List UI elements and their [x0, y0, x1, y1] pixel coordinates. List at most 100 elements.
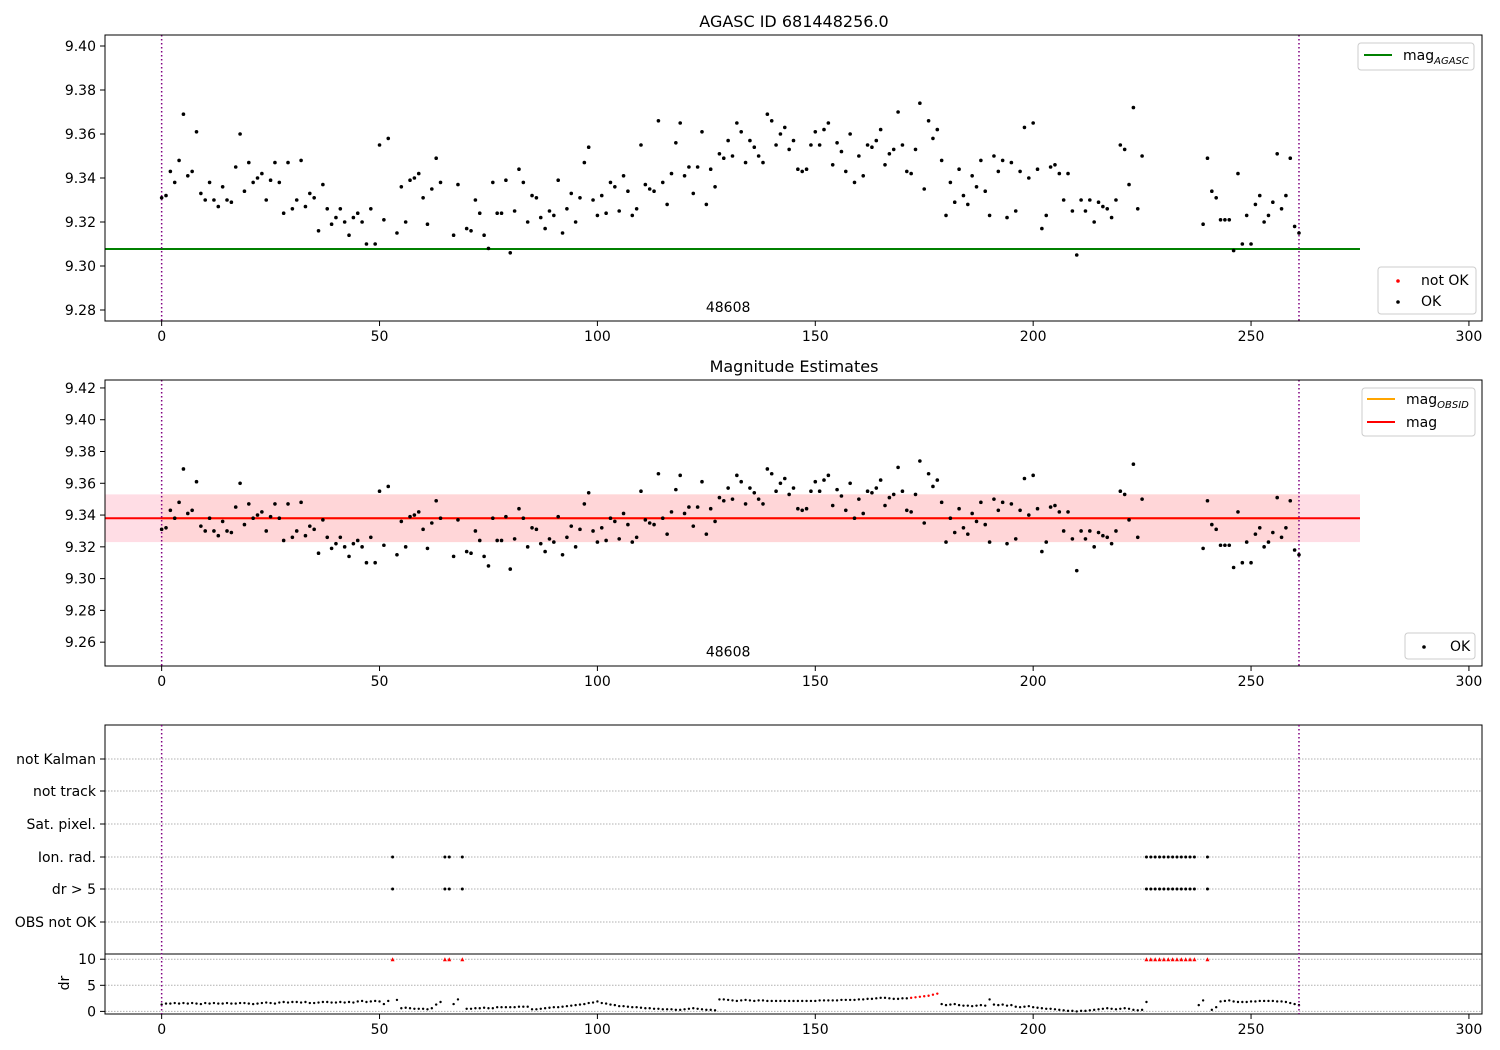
- dr-point: [792, 999, 795, 1003]
- ok-point: [678, 473, 683, 478]
- dr-point: [1062, 1009, 1065, 1012]
- dr-point: [975, 1004, 978, 1007]
- ok-point: [1101, 204, 1105, 209]
- ok-point: [369, 207, 373, 211]
- dr-point: [400, 1007, 403, 1010]
- ok-point: [948, 516, 953, 521]
- ok-point: [992, 497, 996, 501]
- dr-point: [984, 1004, 987, 1007]
- dr-point: [352, 1001, 355, 1004]
- dr-point: [700, 1008, 704, 1011]
- ok-point: [835, 487, 839, 492]
- ok-point: [294, 529, 299, 533]
- dr-point: [421, 1007, 425, 1010]
- ok-point: [669, 171, 674, 176]
- ok-point: [181, 467, 186, 471]
- dr-point: [343, 1001, 346, 1004]
- dr-point: [1245, 1000, 1248, 1004]
- dr-point: [378, 1000, 381, 1003]
- dr-point: [286, 1001, 290, 1004]
- ok-point: [979, 158, 983, 163]
- ok-point: [286, 502, 290, 506]
- dr-point: [465, 1007, 468, 1010]
- ok-point: [800, 508, 805, 513]
- dr-point: [862, 998, 865, 1001]
- ok-point: [430, 521, 434, 525]
- ok-point: [996, 508, 1001, 513]
- ok-point: [839, 149, 844, 154]
- legend-not-ok-marker: [1396, 279, 1400, 283]
- dr-point: [212, 1001, 216, 1005]
- dr-point: [1284, 1000, 1288, 1004]
- ok-point: [682, 174, 687, 178]
- dr-point: [674, 1008, 678, 1012]
- ok-point: [708, 506, 713, 511]
- legend-ok-label-2: OK: [1450, 639, 1471, 655]
- ok-point: [1227, 218, 1232, 222]
- ok-point: [626, 522, 630, 527]
- dr-point: [783, 999, 786, 1003]
- ok-point: [1131, 105, 1136, 110]
- ok-point: [312, 527, 316, 532]
- ok-point: [1013, 209, 1018, 213]
- ok-point: [674, 141, 678, 145]
- dr-point: [1201, 999, 1205, 1002]
- ok-point: [164, 193, 168, 198]
- dr-point: [953, 1002, 956, 1006]
- dr-point: [857, 998, 861, 1001]
- ok-point: [1249, 560, 1253, 565]
- ok-point: [225, 529, 229, 533]
- ok-point: [756, 154, 761, 158]
- ok-point: [1031, 121, 1035, 125]
- ok-point: [552, 213, 556, 218]
- ok-point: [944, 540, 948, 544]
- dr-point: [687, 1007, 691, 1010]
- ok-point: [412, 176, 417, 180]
- dr-point: [417, 1007, 420, 1010]
- ok-point: [1105, 535, 1110, 540]
- ok-point: [1127, 182, 1131, 187]
- ok-point: [573, 545, 578, 549]
- ok-point: [172, 180, 177, 185]
- dr-point: [295, 1000, 298, 1004]
- ok-point: [1244, 540, 1249, 544]
- ok-point: [1297, 231, 1301, 235]
- ok-point: [765, 467, 770, 471]
- ok-point: [1040, 549, 1044, 554]
- ok-point: [630, 540, 635, 544]
- flag-point: [447, 855, 451, 859]
- ok-point: [1074, 253, 1079, 257]
- dr-point: [1036, 1006, 1039, 1009]
- dr-point: [190, 1001, 194, 1005]
- ok-point: [308, 524, 312, 528]
- ok-point: [1122, 492, 1127, 497]
- ok-point: [499, 211, 504, 215]
- dr-point: [439, 1000, 442, 1004]
- flag-point: [1149, 855, 1153, 859]
- dr-point-high: [923, 995, 926, 998]
- ok-point: [900, 489, 905, 494]
- p1-xtick-label: 200: [1020, 329, 1047, 345]
- ok-point: [316, 551, 321, 555]
- ok-point: [809, 489, 813, 494]
- ok-point: [992, 154, 996, 158]
- dr-point: [670, 1008, 673, 1011]
- dr-point: [892, 997, 895, 1001]
- ok-point: [438, 516, 443, 521]
- dr-point: [896, 997, 900, 1001]
- p2-ytick-label: 9.42: [65, 381, 96, 397]
- ok-point: [491, 180, 495, 185]
- ok-point: [1288, 498, 1293, 503]
- ok-point: [290, 535, 295, 540]
- ok-point: [1201, 222, 1205, 226]
- ok-point: [1022, 476, 1027, 481]
- ok-point: [756, 497, 761, 501]
- dr-clipped-marker: [1192, 957, 1197, 962]
- ok-point: [477, 538, 482, 543]
- dr-point: [1249, 1000, 1253, 1003]
- ok-point: [290, 207, 295, 211]
- dr-clipped-marker: [1153, 957, 1158, 962]
- ok-point: [582, 502, 587, 506]
- ok-point: [1013, 537, 1018, 541]
